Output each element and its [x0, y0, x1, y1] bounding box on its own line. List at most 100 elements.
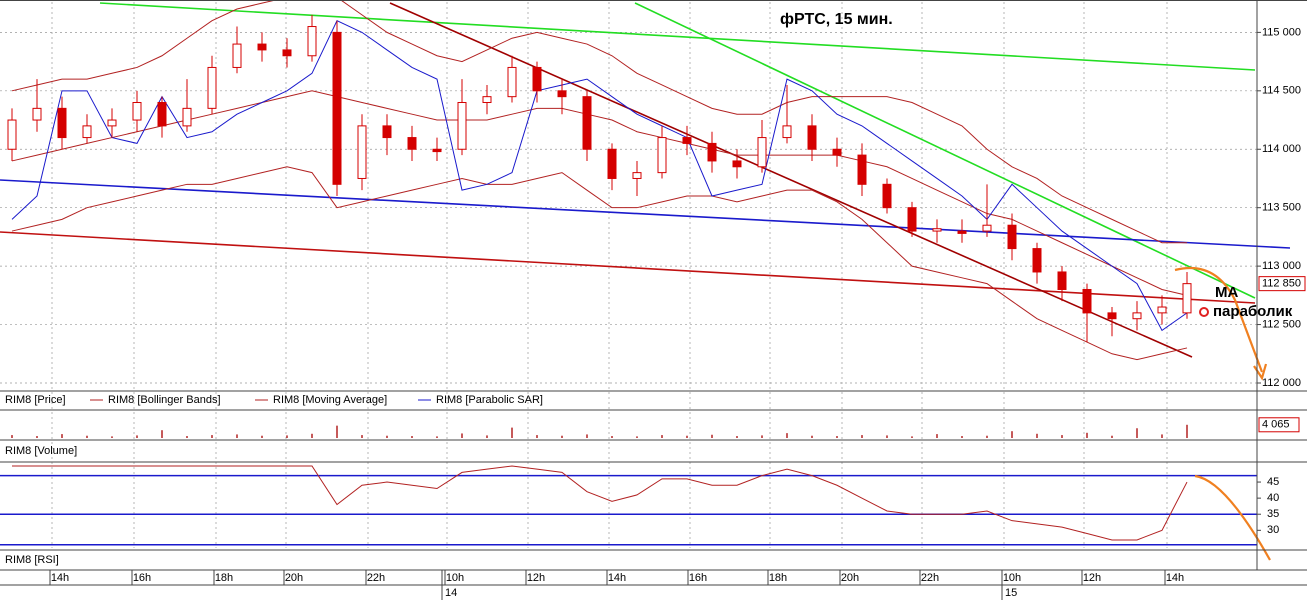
panel-title: RIM8 [RSI] [5, 554, 59, 566]
candle-body [1007, 224, 1017, 250]
candle-body [582, 96, 592, 150]
x-tick-label: 14h [608, 572, 626, 584]
x-tick-label: 20h [841, 572, 859, 584]
x-tick-label: 10h [446, 572, 464, 584]
candle-body [232, 43, 242, 68]
y-tick-label: 112 000 [1262, 377, 1301, 389]
x-tick-label: 16h [689, 572, 707, 584]
day-label: 15 [1005, 587, 1017, 599]
candle-body [182, 107, 192, 127]
candle-body [332, 31, 342, 185]
plot-layer [0, 0, 1257, 546]
annotation: параболик [1213, 303, 1293, 320]
y-tick-label: 113 000 [1262, 260, 1301, 272]
trend-line [99, 2, 1256, 71]
y-tick-label: 112 500 [1262, 318, 1301, 330]
candle-body [207, 66, 217, 109]
candle-body [907, 207, 917, 232]
candle-body [457, 102, 467, 150]
candle-body [282, 49, 292, 57]
candle-body [107, 119, 117, 127]
y-tick-label: 115 000 [1262, 26, 1301, 38]
panel-title: RIM8 [Volume] [5, 445, 77, 457]
price-label: 112 850 [1262, 278, 1301, 290]
candle-body [632, 172, 642, 179]
candle-body [82, 125, 92, 139]
candle-body [1132, 312, 1142, 320]
y-tick-label: 35 [1267, 508, 1279, 520]
y-tick-label: 40 [1267, 492, 1279, 504]
trend-line [0, 231, 1256, 304]
candle-body [757, 137, 767, 168]
x-tick-label: 10h [1003, 572, 1021, 584]
x-tick-label: 18h [769, 572, 787, 584]
x-tick-label: 22h [921, 572, 939, 584]
x-tick-label: 14h [51, 572, 69, 584]
candle-body [707, 142, 717, 162]
y-tick-label: 113 500 [1262, 202, 1301, 214]
candle-body [32, 107, 42, 121]
candle-body [1157, 306, 1167, 314]
candle-body [157, 102, 167, 127]
moving-average [11, 90, 1188, 296]
candle-body [432, 148, 442, 153]
candle-body [1032, 248, 1042, 273]
candle-body [532, 66, 542, 92]
candle-body [507, 66, 517, 98]
arrow [1174, 266, 1264, 373]
candle-body [932, 228, 942, 232]
parabolic-marker [1199, 307, 1209, 317]
candle-body [382, 125, 392, 139]
y-tick-label: 114 500 [1262, 85, 1301, 97]
volume-label-box [1258, 417, 1300, 433]
legend-label: RIM8 [Parabolic SAR] [436, 394, 543, 406]
candle-body [782, 125, 792, 139]
x-tick-label: 16h [133, 572, 151, 584]
candle-body [257, 43, 267, 51]
candle-body [657, 137, 667, 174]
x-tick-label: 22h [367, 572, 385, 584]
candle-body [1057, 271, 1067, 290]
candle-body [132, 102, 142, 121]
trend-line [0, 179, 1291, 249]
trend-lines [0, 2, 1291, 358]
x-tick-label: 20h [285, 572, 303, 584]
parabolic-sar [11, 20, 1188, 332]
x-tick-label: 18h [215, 572, 233, 584]
candle-body [307, 26, 317, 57]
candle-body [1182, 283, 1192, 314]
y-tick-label: 45 [1267, 476, 1279, 488]
candle-body [732, 160, 742, 168]
x-tick-label: 12h [1083, 572, 1101, 584]
annotation: MA [1215, 284, 1238, 301]
candle-body [1082, 288, 1092, 314]
day-label: 14 [445, 587, 457, 599]
chart-title: фРТС, 15 мин. [780, 11, 893, 28]
x-tick-label: 12h [527, 572, 545, 584]
candle-body [57, 107, 67, 139]
y-tick-label: 30 [1267, 524, 1279, 536]
candle-body [682, 137, 692, 144]
candle-body [957, 230, 967, 234]
legend-label: RIM8 [Bollinger Bands] [108, 394, 221, 406]
bollinger-upper [11, 0, 1187, 244]
candle-body [882, 183, 892, 209]
candle-body [807, 125, 817, 150]
candle-body [7, 119, 17, 150]
candle-body [982, 224, 992, 232]
trend-line [634, 2, 1256, 299]
rsi-line [12, 465, 1188, 541]
candle-body [1107, 312, 1117, 320]
candle-body [357, 125, 367, 179]
y-tick-label: 114 000 [1262, 143, 1301, 155]
candle-body [482, 96, 492, 104]
grid-layer [0, 2, 1257, 548]
candle-body [407, 137, 417, 150]
legend-label: RIM8 [Price] [5, 394, 66, 406]
candle-body [857, 154, 867, 185]
volume-label: 4 065 [1262, 419, 1290, 431]
bollinger-lower [11, 166, 1188, 361]
candle-body [832, 148, 842, 156]
